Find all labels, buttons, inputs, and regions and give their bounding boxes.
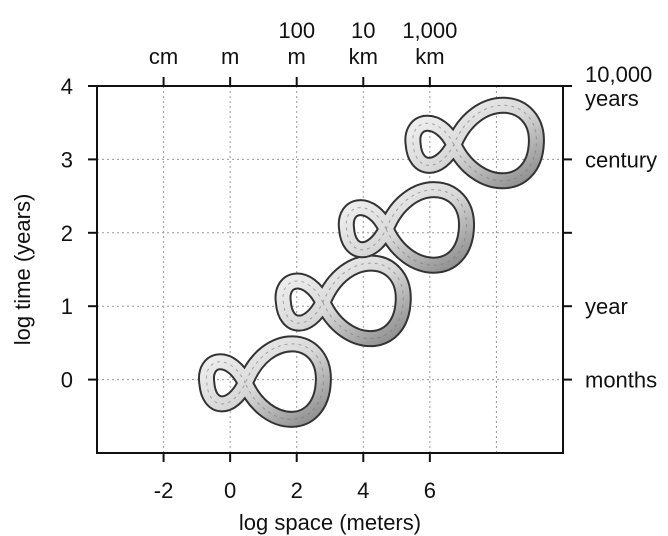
- plot-frame: [96, 85, 564, 454]
- top-tick-label: m: [221, 44, 239, 69]
- x-tick-label: 2: [291, 478, 303, 503]
- right-tick-label: 10,000: [585, 62, 652, 87]
- y-tick-label: 0: [61, 368, 73, 393]
- loop-ribbon-shade: [345, 189, 467, 266]
- right-tick-label: years: [585, 86, 639, 111]
- grid-lines: [97, 85, 563, 453]
- top-tick-label: m: [288, 44, 306, 69]
- y-tick-label: 3: [61, 147, 73, 172]
- top-tick-label: 100: [278, 18, 315, 43]
- right-tick-label: months: [585, 368, 657, 393]
- x-axis-label: log space (meters): [239, 510, 421, 535]
- loop-ribbon: [198, 335, 332, 428]
- y-tick-label: 4: [61, 74, 73, 99]
- x-tick-label: -2: [154, 478, 174, 503]
- loop-ribbon-shade: [282, 262, 404, 339]
- right-tick-label: year: [585, 294, 628, 319]
- right-tick-label: century: [585, 147, 657, 172]
- loop-ribbon-shade: [206, 343, 324, 420]
- x-tick-label: 0: [224, 478, 236, 503]
- loop-ribbon: [274, 254, 412, 347]
- y-axis-label: log time (years): [10, 194, 35, 346]
- loop-ribbon: [337, 181, 475, 274]
- loop-ribbon: [404, 96, 545, 190]
- x-tick-label: 4: [357, 478, 369, 503]
- loop-ribbon-shade: [412, 104, 537, 182]
- x-tick-label: 6: [424, 478, 436, 503]
- top-tick-label: 10: [351, 18, 375, 43]
- top-tick-label: km: [415, 44, 444, 69]
- top-tick-label: 1,000: [402, 18, 457, 43]
- y-tick-label: 1: [61, 294, 73, 319]
- loop-series: [198, 96, 545, 428]
- y-tick-label: 2: [61, 221, 73, 246]
- top-tick-label: km: [349, 44, 378, 69]
- top-tick-label: cm: [149, 44, 178, 69]
